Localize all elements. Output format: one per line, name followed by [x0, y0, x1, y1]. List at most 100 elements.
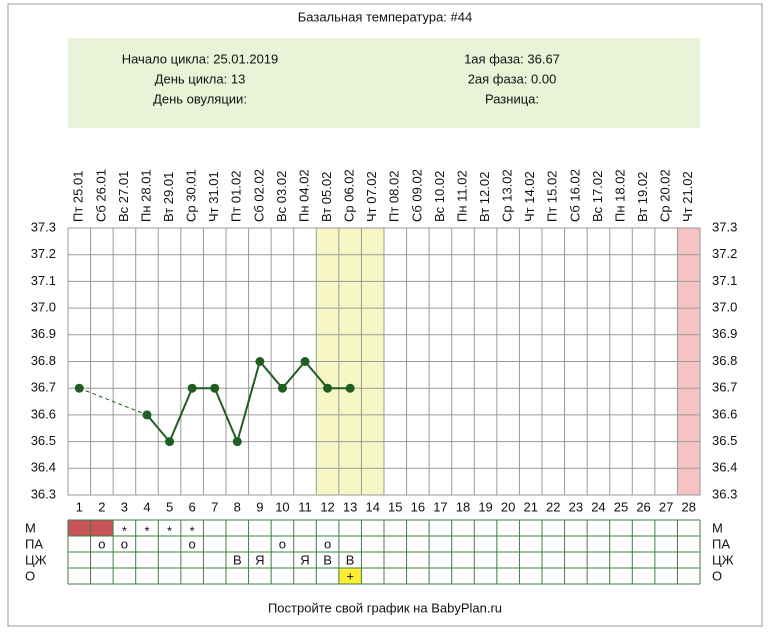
table-cell: *: [122, 523, 127, 538]
day-number: 28: [681, 499, 695, 514]
y-tick-label-right: 36.8: [712, 353, 737, 368]
day-number: 2: [98, 499, 105, 514]
day-number: 22: [546, 499, 560, 514]
table-fill: [68, 520, 91, 536]
date-label: Пн 11.02: [454, 170, 469, 222]
table-cell: +: [346, 568, 354, 583]
y-tick-label: 36.5: [31, 433, 56, 448]
temperature-point: [300, 357, 310, 366]
temperature-point: [255, 357, 265, 366]
temperature-point: [74, 383, 84, 393]
info-text: 2ая фаза: 0.00: [468, 71, 557, 86]
table-cell: *: [167, 523, 172, 538]
y-tick-label-right: 37.2: [712, 246, 737, 261]
info-text: День овуляции:: [153, 91, 247, 106]
table-cell: В: [346, 552, 355, 567]
date-label: Пт 08.02: [387, 171, 402, 222]
table-cell: о: [324, 536, 331, 551]
y-tick-label: 36.9: [31, 326, 56, 341]
day-number: 26: [636, 499, 650, 514]
y-tick-label: 36.7: [31, 380, 56, 395]
date-label: Пт 01.02: [229, 171, 244, 222]
gap-connector: [79, 387, 148, 416]
footer: Постройте свой график на BabyPlan.ru: [268, 600, 502, 615]
row-label-right: М: [712, 520, 723, 535]
table-cell: Я: [255, 552, 264, 567]
date-label: Вс 10.02: [432, 171, 447, 222]
day-number: 5: [166, 499, 173, 514]
day-number: 25: [614, 499, 628, 514]
info-box: [68, 38, 700, 128]
y-tick-label-right: 37.0: [712, 300, 737, 315]
temperature-point: [210, 383, 220, 393]
date-label: Чт 31.01: [206, 171, 221, 222]
day-number: 1: [76, 499, 83, 514]
y-tick-label: 37.0: [31, 300, 56, 315]
row-label-right: О: [712, 568, 722, 583]
day-number: 3: [121, 499, 128, 514]
table-fill: [90, 520, 114, 536]
y-tick-label: 37.1: [31, 273, 56, 288]
date-label: Вт 29.01: [161, 172, 176, 222]
temperature-point: [277, 383, 287, 393]
plot-border: [67, 227, 701, 496]
date-label: Вс 17.02: [590, 171, 605, 222]
y-tick-label-right: 36.5: [712, 433, 737, 448]
day-number: 17: [433, 499, 447, 514]
temperature-point: [187, 383, 197, 393]
table-cell: В: [323, 552, 332, 567]
date-label: Ср 06.02: [342, 169, 357, 222]
y-tick-label: 36.8: [31, 353, 56, 368]
date-label: Вт 19.02: [635, 172, 650, 222]
date-label: Чт 21.02: [680, 171, 695, 222]
row-label: О: [25, 568, 35, 583]
temperature-point: [142, 410, 152, 420]
y-tick-label-right: 36.9: [712, 326, 737, 341]
row-label-right: ЦЖ: [712, 552, 734, 567]
day-number: 6: [189, 499, 196, 514]
date-label: Пн 04.02: [296, 169, 311, 222]
date-label: Пн 28.01: [138, 169, 153, 222]
table-cell: Я: [300, 552, 309, 567]
day-number: 16: [411, 499, 425, 514]
info-text: Начало цикла: 25.01.2019: [122, 51, 279, 66]
temperature-line: [146, 359, 351, 445]
chart-title: Базальная температура: #44: [298, 9, 472, 24]
info-text: Разница:: [485, 91, 539, 106]
row-label-right: ПА: [712, 536, 730, 551]
y-tick-label-right: 36.6: [712, 406, 737, 421]
day-number: 27: [659, 499, 673, 514]
row-label: ПА: [25, 536, 43, 551]
day-number: 13: [343, 499, 357, 514]
day-number: 8: [234, 499, 241, 514]
date-label: Сб 16.02: [567, 169, 582, 222]
table-cell: о: [279, 536, 286, 551]
day-number: 7: [211, 499, 218, 514]
date-label: Ср 30.01: [184, 169, 199, 222]
date-label: Ср 20.02: [658, 169, 673, 222]
date-label: Пт 15.02: [545, 171, 560, 222]
day-number: 18: [456, 499, 470, 514]
day-number: 15: [388, 499, 402, 514]
date-label: Сб 26.01: [93, 169, 108, 222]
table-cell: *: [190, 523, 195, 538]
temperature-point: [323, 383, 333, 393]
y-tick-label: 37.2: [31, 246, 56, 261]
table-cell: о: [189, 536, 196, 551]
table-cell: В: [233, 552, 242, 567]
date-label: Вс 27.01: [116, 171, 131, 222]
date-label: Пт 25.01: [71, 171, 86, 222]
temperature-point: [165, 437, 175, 447]
day-number: 23: [569, 499, 583, 514]
day-number: 11: [298, 499, 312, 514]
row-label: М: [25, 520, 36, 535]
info-text: День цикла: 13: [155, 71, 246, 86]
y-tick-label: 36.3: [31, 486, 56, 501]
y-tick-label: 36.6: [31, 406, 56, 421]
date-label: Чт 07.02: [364, 171, 379, 222]
date-label: Вт 05.02: [319, 172, 334, 222]
day-number: 10: [275, 499, 289, 514]
day-number: 4: [143, 499, 150, 514]
day-number: 14: [365, 499, 379, 514]
